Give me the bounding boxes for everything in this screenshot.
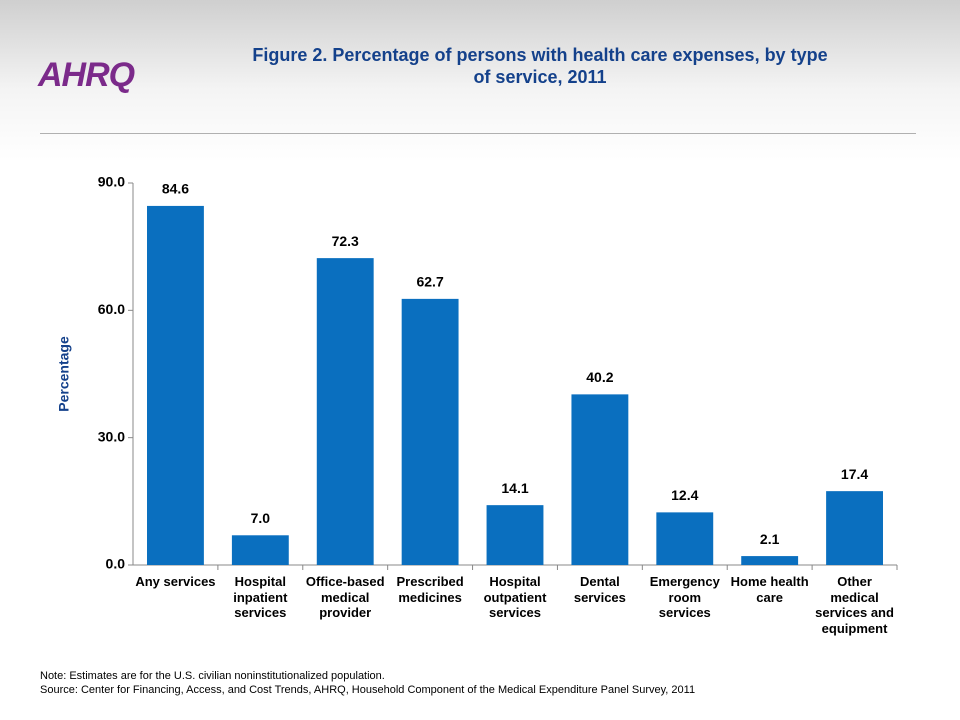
x-tick-label: Other medical services and equipment <box>815 574 894 636</box>
x-tick-label: Hospital outpatient services <box>483 574 547 620</box>
x-tick-label: Hospital inpatient services <box>233 574 288 620</box>
value-label: 14.1 <box>501 480 528 496</box>
value-label: 12.4 <box>671 487 698 503</box>
x-tick-label: Office-based medical provider <box>305 574 385 620</box>
value-label: 84.6 <box>162 181 189 197</box>
x-tick-label: Home health care <box>730 574 809 605</box>
bar <box>486 505 544 565</box>
bar <box>571 394 629 565</box>
y-tick-label: 60.0 <box>98 301 125 317</box>
bar <box>741 556 799 565</box>
value-label: 17.4 <box>841 466 868 482</box>
chart-title: Figure 2. Percentage of persons with hea… <box>252 45 828 87</box>
bar <box>147 205 204 566</box>
x-tick-label: Dental services <box>573 574 626 605</box>
note: Note: Estimates are for the U.S. civilia… <box>40 670 385 682</box>
value-label: 2.1 <box>760 531 780 547</box>
value-label: 7.0 <box>251 510 271 526</box>
value-label: 40.2 <box>586 369 613 385</box>
source: Source: Center for Financing, Access, an… <box>40 684 696 696</box>
bar <box>401 298 459 565</box>
bar <box>826 491 883 565</box>
x-tick-label: Emergency room services <box>649 574 720 620</box>
value-label: 72.3 <box>332 233 359 249</box>
y-tick-label: 0.0 <box>106 556 126 572</box>
logo: AHRQ <box>38 56 135 94</box>
y-tick-label: 90.0 <box>98 174 125 190</box>
divider <box>40 133 916 134</box>
value-label: 62.7 <box>416 274 443 290</box>
x-tick-label: Any services <box>135 574 216 589</box>
y-tick-label: 30.0 <box>98 428 125 444</box>
bar <box>316 258 374 565</box>
bar <box>231 535 289 565</box>
x-tick-label: Prescribed medicines <box>396 574 464 605</box>
y-axis-label: Percentage <box>56 336 72 412</box>
bar <box>656 512 714 565</box>
